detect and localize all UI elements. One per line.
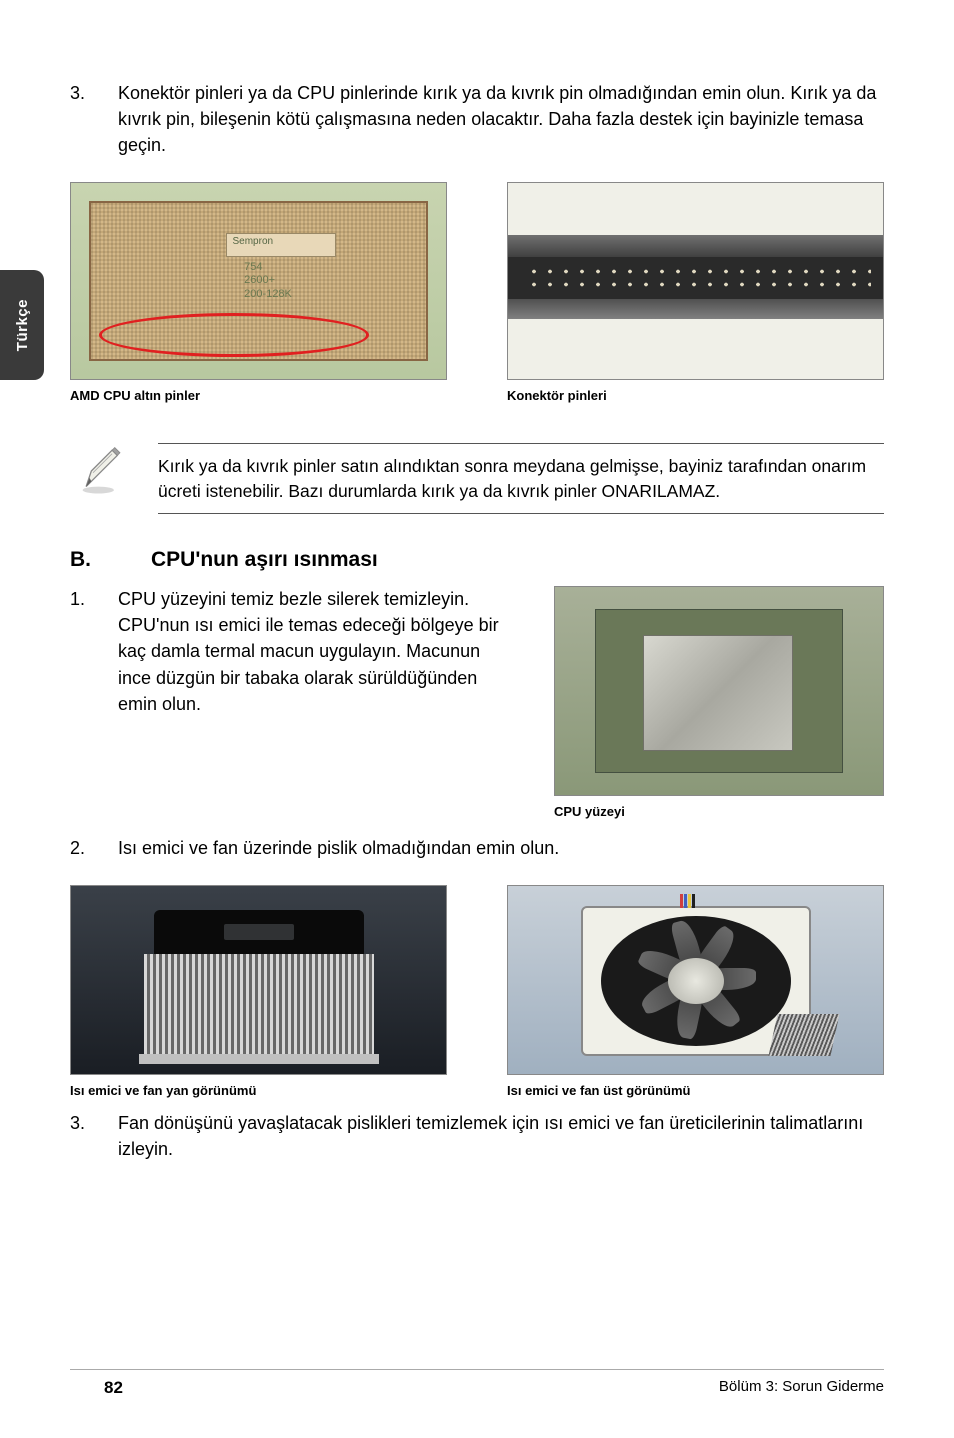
- connector-pins-image: [507, 182, 884, 380]
- note-callout: Kırık ya da kıvrık pinler satın alındıkt…: [70, 443, 884, 514]
- section-title: CPU'nun aşırı ısınması: [151, 548, 378, 572]
- heatsink-fins-corner: [769, 1014, 840, 1056]
- section-b1-row: 1. CPU yüzeyini temiz bezle silerek temi…: [70, 586, 884, 819]
- heatsink-base: [139, 1054, 379, 1064]
- wire-red: [680, 894, 683, 908]
- b1-text: CPU yüzeyini temiz bezle silerek temizle…: [118, 586, 514, 716]
- highlight-oval: [99, 313, 369, 357]
- page-content: 3. Konektör pinleri ya da CPU pinlerinde…: [0, 0, 954, 1438]
- page-number: 82: [70, 1378, 123, 1398]
- pen-icon: [70, 443, 130, 499]
- section-b-heading: B. CPU'nun aşırı ısınması: [70, 548, 884, 572]
- heatsink-side-image: [70, 885, 447, 1075]
- figure-heatsink-top: Isı emici ve fan üst görünümü: [507, 885, 884, 1098]
- cpu-pins-caption: AMD CPU altın pinler: [70, 388, 447, 403]
- figure-cpu-pins: Sempron 754 2600+ 200-128K AMD CPU altın…: [70, 182, 447, 403]
- connector-band-top: [508, 235, 883, 257]
- paragraph-b2: 2. Isı emici ve fan üzerinde pislik olma…: [70, 835, 884, 861]
- figure-row-2: Isı emici ve fan yan görünümü: [70, 885, 884, 1098]
- fan-wires: [686, 894, 690, 908]
- figure-cpu-surface: CPU yüzeyi: [554, 586, 884, 819]
- b1-number: 1.: [70, 586, 90, 716]
- cpu-chip-markings: 754 2600+ 200-128K: [244, 261, 292, 301]
- heatsink-top-caption: Isı emici ve fan üst görünümü: [507, 1083, 884, 1098]
- figure-row-1: Sempron 754 2600+ 200-128K AMD CPU altın…: [70, 182, 884, 403]
- heatsink-top-image: [507, 885, 884, 1075]
- cpu-chip-label: Sempron: [226, 233, 336, 257]
- cpu-heatspreader: [643, 635, 793, 751]
- wire-yellow: [688, 894, 691, 908]
- connector-pins-caption: Konektör pinleri: [507, 388, 884, 403]
- fan-label: [224, 924, 294, 940]
- b1-text-column: 1. CPU yüzeyini temiz bezle silerek temi…: [70, 586, 514, 819]
- b2-number: 2.: [70, 835, 90, 861]
- cpu-pins-image: Sempron 754 2600+ 200-128K: [70, 182, 447, 380]
- figure-connector-pins: Konektör pinleri: [507, 182, 884, 403]
- paragraph-b3: 3. Fan dönüşünü yavaşlatacak pislikleri …: [70, 1110, 884, 1162]
- b2-text: Isı emici ve fan üzerinde pislik olmadığ…: [118, 835, 559, 861]
- fan-hub: [668, 958, 724, 1004]
- chapter-label: Bölüm 3: Sorun Giderme: [719, 1378, 884, 1398]
- page-footer: 82 Bölüm 3: Sorun Giderme: [70, 1369, 884, 1398]
- cpu-surface-image: [554, 586, 884, 796]
- wire-blue: [684, 894, 687, 908]
- b3-text: Fan dönüşünü yavaşlatacak pislikleri tem…: [118, 1110, 884, 1162]
- wire-black: [692, 894, 695, 908]
- cpu-surface-caption: CPU yüzeyi: [554, 804, 884, 819]
- para3-text: Konektör pinleri ya da CPU pinlerinde kı…: [118, 80, 884, 158]
- connector-band-bottom: [508, 299, 883, 319]
- section-letter: B.: [70, 548, 91, 572]
- b3-number: 3.: [70, 1110, 90, 1162]
- heatsink-side-caption: Isı emici ve fan yan görünümü: [70, 1083, 447, 1098]
- figure-heatsink-side: Isı emici ve fan yan görünümü: [70, 885, 447, 1098]
- note-text: Kırık ya da kıvrık pinler satın alındıkt…: [158, 443, 884, 514]
- para3-number: 3.: [70, 80, 90, 158]
- connector-pin-dots: [526, 265, 871, 291]
- heatsink-fins: [144, 954, 374, 1054]
- paragraph-3: 3. Konektör pinleri ya da CPU pinlerinde…: [70, 80, 884, 158]
